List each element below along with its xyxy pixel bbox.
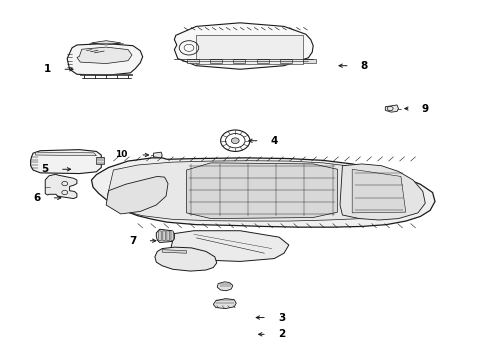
Polygon shape	[67, 44, 143, 75]
Polygon shape	[159, 231, 161, 241]
Circle shape	[231, 138, 239, 144]
Polygon shape	[92, 158, 435, 227]
Polygon shape	[303, 59, 316, 63]
Polygon shape	[210, 59, 222, 63]
Text: 3: 3	[278, 312, 285, 323]
Polygon shape	[213, 298, 236, 309]
Text: 9: 9	[422, 104, 429, 113]
Polygon shape	[167, 231, 170, 241]
Polygon shape	[385, 105, 398, 112]
Polygon shape	[106, 176, 168, 214]
Text: 7: 7	[129, 236, 137, 246]
Polygon shape	[174, 23, 313, 69]
Polygon shape	[171, 231, 289, 261]
Polygon shape	[187, 163, 338, 219]
Polygon shape	[80, 73, 132, 75]
Polygon shape	[155, 247, 217, 271]
Polygon shape	[35, 152, 97, 156]
Polygon shape	[97, 157, 104, 164]
Polygon shape	[196, 35, 303, 64]
Text: 10: 10	[115, 150, 127, 159]
Text: 5: 5	[42, 164, 49, 174]
Polygon shape	[280, 59, 292, 63]
Polygon shape	[156, 229, 174, 243]
Polygon shape	[162, 249, 187, 253]
Polygon shape	[163, 231, 165, 241]
Polygon shape	[187, 59, 199, 63]
Polygon shape	[257, 59, 269, 63]
Polygon shape	[92, 41, 121, 45]
Polygon shape	[77, 47, 132, 64]
Polygon shape	[352, 169, 406, 213]
Polygon shape	[233, 59, 245, 63]
Polygon shape	[108, 161, 418, 221]
Polygon shape	[217, 282, 233, 291]
Polygon shape	[171, 231, 173, 241]
Polygon shape	[30, 150, 101, 174]
Text: 2: 2	[278, 329, 285, 339]
Text: 1: 1	[44, 64, 51, 74]
Text: 4: 4	[270, 136, 278, 146]
Text: 8: 8	[361, 61, 368, 71]
Text: 6: 6	[33, 193, 41, 203]
Polygon shape	[340, 164, 425, 220]
Polygon shape	[45, 174, 77, 199]
Polygon shape	[153, 152, 162, 158]
